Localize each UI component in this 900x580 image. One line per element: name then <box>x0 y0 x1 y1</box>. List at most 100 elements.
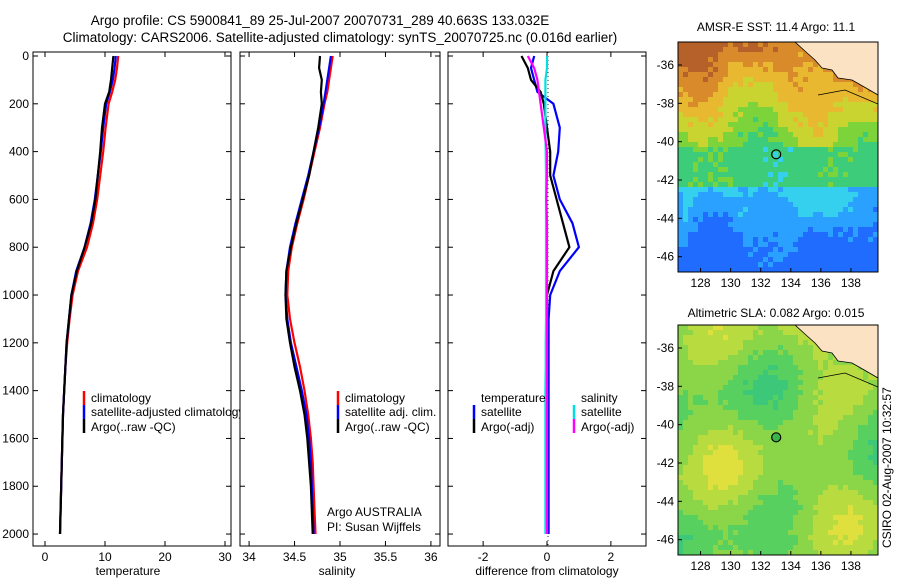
map-cell <box>723 380 729 386</box>
map-cell <box>843 227 849 233</box>
map-cell <box>728 227 734 233</box>
map-cell <box>803 217 809 223</box>
map-cell <box>813 395 819 401</box>
map-cell <box>828 72 834 78</box>
map-cell <box>713 495 719 501</box>
map-cell <box>743 147 749 153</box>
map-cell <box>698 500 704 506</box>
map-cell <box>723 192 729 198</box>
map-cell <box>823 82 829 88</box>
map-cell <box>793 217 799 223</box>
map-cell <box>848 227 854 233</box>
x-tick-label: 36 <box>424 550 438 564</box>
map-cell <box>768 460 774 466</box>
map-cell <box>788 460 794 466</box>
map-cell <box>863 445 869 451</box>
map-cell <box>788 217 794 223</box>
map-cell <box>718 177 724 183</box>
map-cell <box>873 465 878 471</box>
map-cell <box>733 510 739 516</box>
map-cell <box>853 262 859 268</box>
map-cell <box>698 167 704 173</box>
map-cell <box>778 380 784 386</box>
map-cell <box>853 370 859 376</box>
map-cell <box>763 545 769 551</box>
map-cell <box>803 455 809 461</box>
map-y-tick-label: -44 <box>657 211 675 225</box>
map-cell <box>873 252 878 258</box>
map-cell <box>758 515 764 521</box>
map-cell <box>703 495 709 501</box>
map-cell <box>843 455 849 461</box>
map-cell <box>688 57 694 63</box>
map-cell <box>763 117 769 123</box>
map-cell <box>833 242 839 248</box>
map-cell <box>823 365 829 371</box>
map-cell <box>873 445 878 451</box>
map-cell <box>773 470 779 476</box>
map-cell <box>743 137 749 143</box>
map-cell <box>723 112 729 118</box>
map-cell <box>748 192 754 198</box>
map-cell <box>798 87 804 93</box>
map-cell <box>848 390 854 396</box>
map-cell <box>783 157 789 163</box>
map-cell <box>713 330 719 336</box>
map-cell <box>838 127 844 133</box>
map-cell <box>858 510 864 516</box>
map-cell <box>768 440 774 446</box>
map-cell <box>748 505 754 511</box>
map-cell <box>768 212 774 218</box>
map-cell <box>863 252 869 258</box>
map-cell <box>723 455 729 461</box>
map-cell <box>868 480 874 486</box>
map-cell <box>843 137 849 143</box>
map-cell <box>788 237 794 243</box>
map-cell <box>863 530 869 536</box>
map-cell <box>763 410 769 416</box>
map-cell <box>738 242 744 248</box>
map-cell <box>678 172 684 178</box>
map-cell <box>873 132 878 138</box>
legend-label-temp-satellite: satellite <box>481 405 522 419</box>
map-cell <box>793 455 799 461</box>
map-cell <box>698 510 704 516</box>
map-cell <box>843 107 849 113</box>
map-cell <box>708 395 714 401</box>
map-cell <box>728 380 734 386</box>
map-cell <box>853 520 859 526</box>
map-cell <box>718 257 724 263</box>
map-cell <box>703 390 709 396</box>
map-cell <box>778 365 784 371</box>
map-cell <box>853 485 859 491</box>
map-cell <box>723 227 729 233</box>
map-cell <box>873 122 878 128</box>
map-cell <box>738 197 744 203</box>
map-cell <box>838 117 844 123</box>
map-cell <box>813 117 819 123</box>
map-cell <box>708 370 714 376</box>
map-cell <box>788 52 794 58</box>
map-cell <box>788 132 794 138</box>
map-cell <box>858 167 864 173</box>
map-cell <box>753 112 759 118</box>
map-cell <box>753 515 759 521</box>
map-cell <box>818 262 824 268</box>
map-cell <box>858 415 864 421</box>
map-cell <box>838 445 844 451</box>
map-cell <box>753 67 759 73</box>
map-cell <box>698 132 704 138</box>
map-cell <box>858 257 864 263</box>
map-cell <box>703 385 709 391</box>
map-cell <box>803 162 809 168</box>
map-cell <box>838 365 844 371</box>
map-cell <box>723 325 729 331</box>
map-cell <box>833 485 839 491</box>
map-cell <box>788 212 794 218</box>
map-cell <box>688 390 694 396</box>
australia-coast <box>794 325 878 379</box>
map-cell <box>713 395 719 401</box>
map-cell <box>733 212 739 218</box>
map-cell <box>698 415 704 421</box>
map-cell <box>708 520 714 526</box>
